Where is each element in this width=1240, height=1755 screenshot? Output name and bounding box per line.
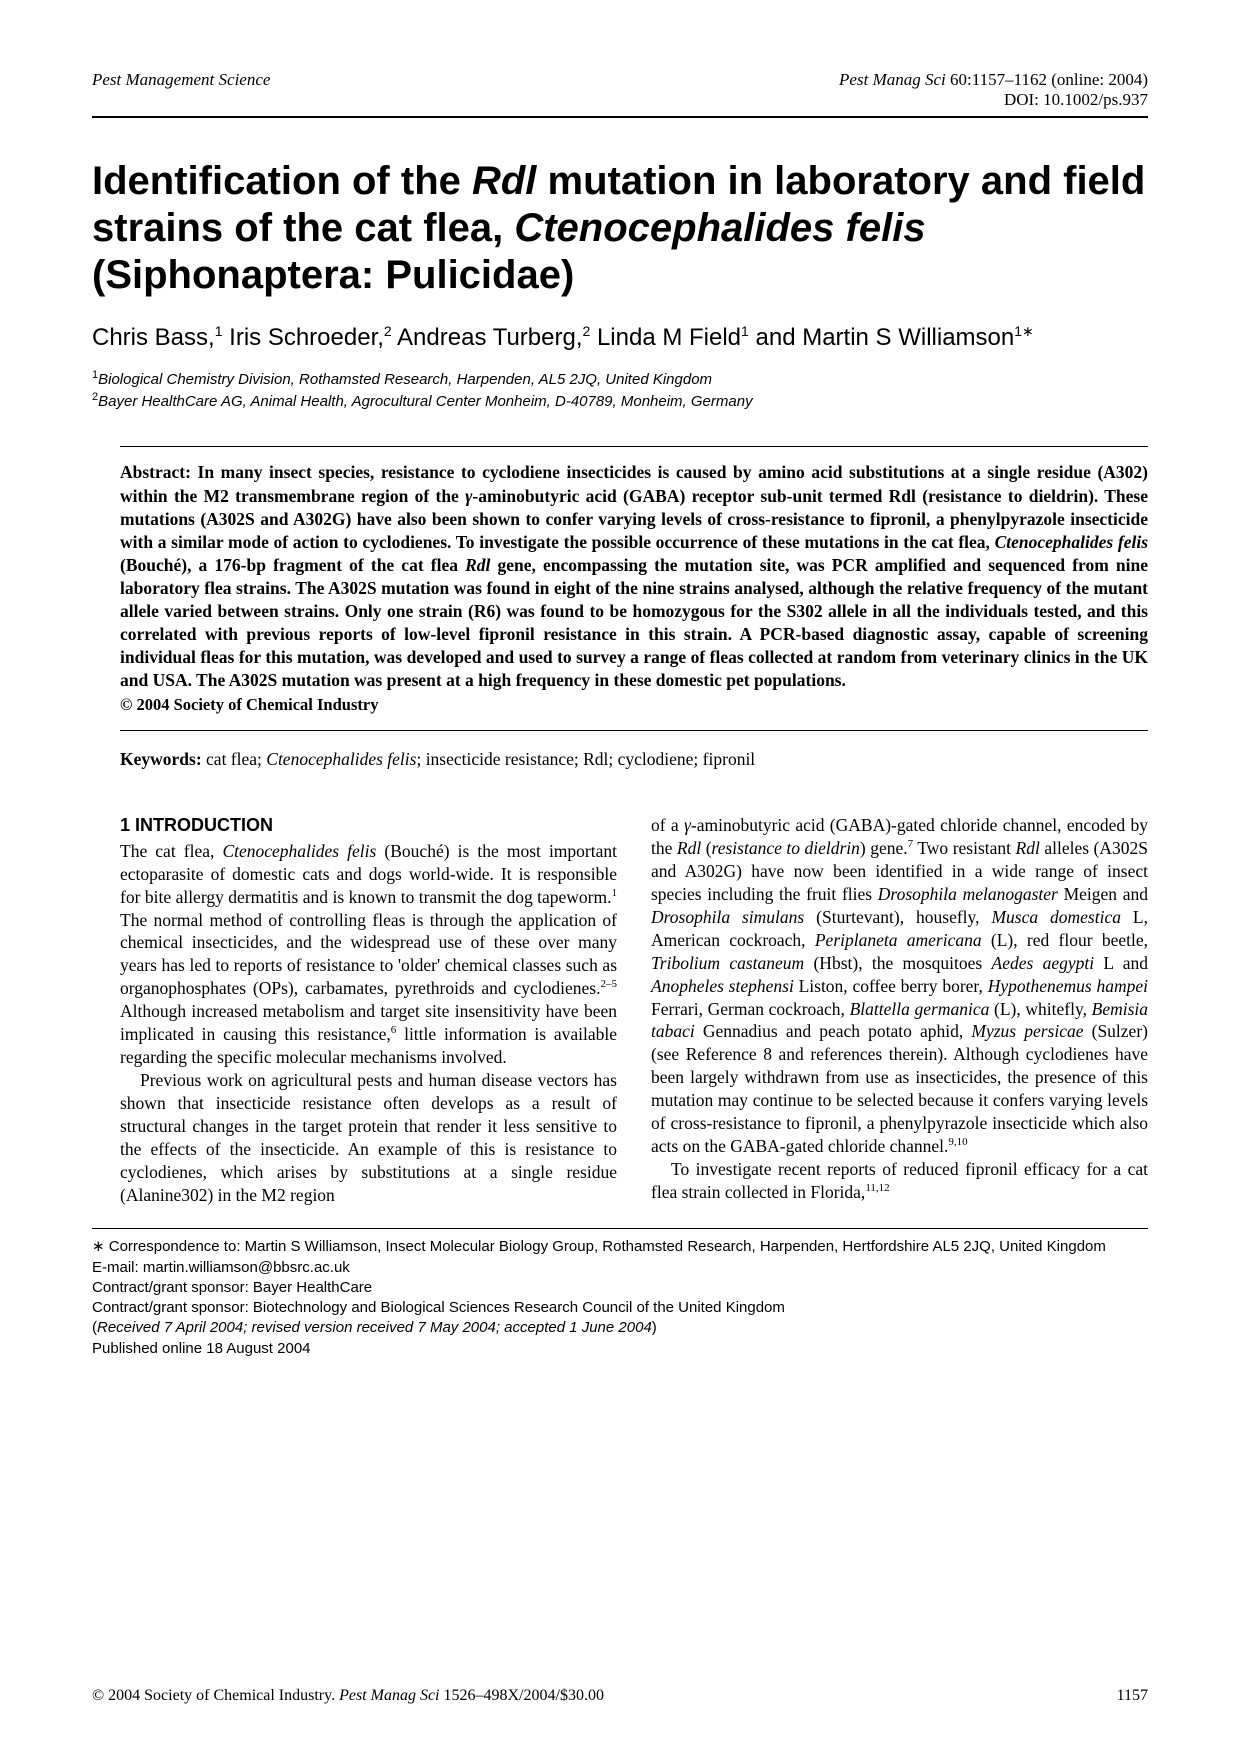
abstract-span: gene, encompassing the mutation site, wa… bbox=[120, 555, 1148, 690]
species-italic: Ctenocephalides felis bbox=[266, 749, 416, 769]
correspondence: ∗ Correspondence to: Martin S Williamson… bbox=[92, 1237, 1148, 1257]
article-title: Identification of the Rdl mutation in la… bbox=[92, 158, 1148, 300]
species-italic: Blattella germanica bbox=[850, 999, 990, 1019]
body-paragraph: To investigate recent reports of reduced… bbox=[651, 1158, 1148, 1204]
affiliation-line: Biological Chemistry Division, Rothamste… bbox=[98, 371, 712, 388]
journal-name-right: Pest Manag Sci bbox=[839, 70, 946, 89]
affil-sup: 1 bbox=[741, 323, 749, 339]
ref-sup: 9,10 bbox=[948, 1136, 967, 1148]
body-text: The cat flea, bbox=[120, 841, 222, 861]
title-italic-rdl: Rdl bbox=[472, 159, 536, 203]
author: Iris Schroeder, bbox=[223, 324, 384, 351]
column-right: of a γ-aminobutyric acid (GABA)-gated ch… bbox=[651, 814, 1148, 1206]
title-text: (Siphonaptera: Pulicidae) bbox=[92, 253, 574, 297]
species-italic: Drosophila simulans bbox=[651, 907, 804, 927]
affil-sup: 2 bbox=[384, 323, 392, 339]
gene-italic: Rdl bbox=[1016, 838, 1040, 858]
journal-name-left: Pest Management Science bbox=[92, 70, 270, 110]
body-text: Meigen and bbox=[1058, 884, 1148, 904]
species-italic: Ctenocephalides felis bbox=[222, 841, 376, 861]
species-italic: Periplaneta americana bbox=[815, 930, 982, 950]
keywords-line: Keywords: cat flea; Ctenocephalides feli… bbox=[120, 749, 1148, 770]
header-right: Pest Manag Sci 60:1157–1162 (online: 200… bbox=[839, 70, 1148, 110]
gamma-symbol: γ bbox=[684, 815, 691, 835]
affil-sup: 1∗ bbox=[1014, 323, 1034, 339]
published-online: Published online 18 August 2004 bbox=[92, 1339, 1148, 1359]
author: and Martin S Williamson bbox=[749, 324, 1014, 351]
grant-sponsor: Contract/grant sponsor: Bayer HealthCare bbox=[92, 1278, 1148, 1298]
body-paragraph: Previous work on agricultural pests and … bbox=[120, 1069, 617, 1207]
body-text: The normal method of controlling fleas i… bbox=[120, 910, 617, 999]
abstract-text: Abstract: In many insect species, resist… bbox=[120, 461, 1148, 692]
body-paragraph: The cat flea, Ctenocephalides felis (Bou… bbox=[120, 840, 617, 1069]
paren: ) bbox=[652, 1319, 657, 1336]
page-footer: © 2004 Society of Chemical Industry. Pes… bbox=[92, 1687, 1148, 1705]
page-number: 1157 bbox=[1117, 1687, 1148, 1705]
abstract-block: Abstract: In many insect species, resist… bbox=[120, 446, 1148, 731]
email: E-mail: martin.williamson@bbsrc.ac.uk bbox=[92, 1258, 1148, 1278]
author: Andreas Turberg, bbox=[392, 324, 583, 351]
gene-italic: Rdl bbox=[677, 838, 701, 858]
footer-text: 1526–498X/2004/$30.00 bbox=[440, 1687, 604, 1704]
doi: DOI: 10.1002/ps.937 bbox=[1004, 90, 1148, 109]
body-text: ( bbox=[701, 838, 711, 858]
keywords-text: cat flea; bbox=[202, 749, 267, 769]
body-text: Ferrari, German cockroach, bbox=[651, 999, 850, 1019]
species-italic: Anopheles stephensi bbox=[651, 976, 794, 996]
author: Chris Bass, bbox=[92, 324, 215, 351]
body-paragraph: of a γ-aminobutyric acid (GABA)-gated ch… bbox=[651, 814, 1148, 1158]
body-text: (L), red flour beetle, bbox=[982, 930, 1148, 950]
body-text: Gennadius and peach potato aphid, bbox=[695, 1021, 972, 1041]
footnote-rule bbox=[92, 1228, 1148, 1229]
journal-abbrev: Pest Manag Sci bbox=[339, 1687, 439, 1704]
term-italic: resistance to dieldrin bbox=[712, 838, 860, 858]
footnotes-block: ∗ Correspondence to: Martin S Williamson… bbox=[92, 1237, 1148, 1359]
body-text: Liston, coffee berry borer, bbox=[794, 976, 988, 996]
dates-italic: Received 7 April 2004; revised version r… bbox=[97, 1319, 652, 1336]
species-italic: Tribolium castaneum bbox=[651, 953, 804, 973]
body-text: of a bbox=[651, 815, 684, 835]
species-italic: Aedes aegypti bbox=[992, 953, 1095, 973]
body-text: Two resistant bbox=[913, 838, 1015, 858]
species-italic: Drosophila melanogaster bbox=[878, 884, 1058, 904]
footer-text: © 2004 Society of Chemical Industry. bbox=[92, 1687, 339, 1704]
species-italic: Musca domestica bbox=[991, 907, 1121, 927]
body-text: (L), whitefly, bbox=[989, 999, 1091, 1019]
section-heading-introduction: 1 INTRODUCTION bbox=[120, 814, 617, 838]
ref-sup: 2–5 bbox=[601, 978, 618, 990]
affil-sup: 1 bbox=[215, 323, 223, 339]
body-text: (Sulzer) (see Reference 8 and references… bbox=[651, 1021, 1148, 1156]
body-columns: 1 INTRODUCTION The cat flea, Ctenocephal… bbox=[120, 814, 1148, 1206]
body-text: (Sturtevant), housefly, bbox=[804, 907, 991, 927]
title-italic-species: Ctenocephalides felis bbox=[514, 206, 925, 250]
abstract-span: (Bouché), a 176-bp fragment of the cat f… bbox=[120, 555, 465, 575]
affiliation-line: Bayer HealthCare AG, Animal Health, Agro… bbox=[98, 393, 752, 410]
body-text: ) gene. bbox=[860, 838, 908, 858]
author-list: Chris Bass,1 Iris Schroeder,2 Andreas Tu… bbox=[92, 322, 1148, 354]
species-italic: Hypothenemus hampei bbox=[988, 976, 1148, 996]
article-dates: (Received 7 April 2004; revised version … bbox=[92, 1318, 1148, 1338]
running-header: Pest Management Science Pest Manag Sci 6… bbox=[92, 70, 1148, 110]
footer-copyright: © 2004 Society of Chemical Industry. Pes… bbox=[92, 1687, 604, 1705]
keywords-text: ; insecticide resistance; Rdl; cyclodien… bbox=[416, 749, 755, 769]
ref-sup: 11,12 bbox=[865, 1182, 889, 1194]
column-left: 1 INTRODUCTION The cat flea, Ctenocephal… bbox=[120, 814, 617, 1206]
grant-sponsor: Contract/grant sponsor: Biotechnology an… bbox=[92, 1298, 1148, 1318]
title-text: Identification of the bbox=[92, 159, 472, 203]
species-italic: Myzus persicae bbox=[971, 1021, 1083, 1041]
keywords-label: Keywords: bbox=[120, 749, 202, 769]
affiliations: 1Biological Chemistry Division, Rothamst… bbox=[92, 368, 1148, 413]
volume-pages: 60:1157–1162 (online: 2004) bbox=[950, 70, 1148, 89]
species-italic: Ctenocephalides felis bbox=[995, 532, 1148, 552]
header-rule bbox=[92, 116, 1148, 118]
author: Linda M Field bbox=[590, 324, 741, 351]
gene-italic: Rdl bbox=[465, 555, 490, 575]
body-text: To investigate recent reports of reduced… bbox=[651, 1159, 1148, 1202]
abstract-copyright: © 2004 Society of Chemical Industry bbox=[120, 694, 1148, 716]
body-text: L and bbox=[1094, 953, 1148, 973]
body-text: (Hbst), the mosquitoes bbox=[804, 953, 991, 973]
ref-sup: 1 bbox=[612, 887, 618, 899]
